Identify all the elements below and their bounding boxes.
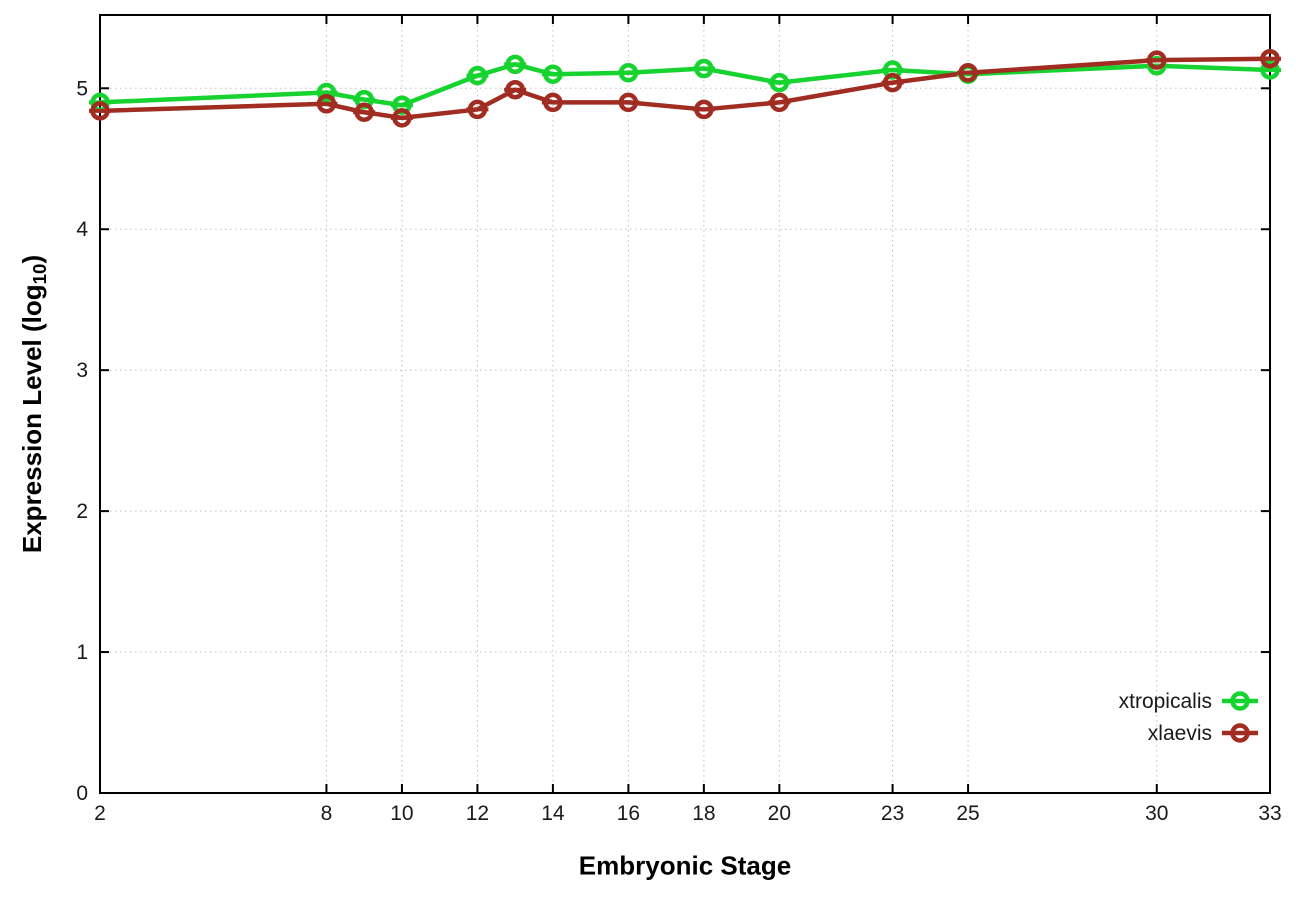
x-tick-label: 2 (94, 802, 106, 825)
marker-xtropicalis (316, 82, 337, 103)
y-axis-title-subscript: 10 (29, 263, 51, 285)
legend-label-xtropicalis: xtropicalis (1119, 690, 1212, 713)
series-line-xtropicalis (97, 62, 1273, 108)
marker-xtropicalis (769, 72, 790, 93)
marker-xtropicalis (354, 89, 374, 110)
legend-label-xlaevis: xlaevis (1148, 722, 1212, 745)
marker-xlaevis (618, 92, 639, 113)
marker-xlaevis (958, 63, 978, 83)
marker-xlaevis (882, 72, 903, 93)
x-tick-label: 8 (321, 802, 333, 825)
marker-xlaevis (769, 92, 790, 113)
x-axis-title: Embryonic Stage (578, 850, 792, 881)
marker-xlaevis (90, 101, 110, 121)
marker-xtropicalis (392, 95, 412, 115)
x-tick-label: 25 (956, 802, 979, 825)
x-tick-label: 14 (541, 802, 565, 825)
marker-xtropicalis (543, 64, 563, 84)
marker-xtropicalis (694, 58, 714, 79)
y-axis-title: Expression Level (log10) (17, 255, 51, 553)
y-tick-label: 1 (76, 641, 88, 664)
x-tick-label: 23 (881, 802, 904, 825)
marker-xlaevis (1147, 50, 1167, 70)
y-tick-label: 5 (76, 77, 88, 100)
marker-xlaevis (392, 108, 412, 128)
x-tick-label: 10 (390, 802, 413, 825)
marker-xlaevis (694, 99, 714, 120)
legend-marker-xtropicalis (1230, 691, 1250, 711)
y-tick-label: 0 (76, 782, 88, 805)
marker-xtropicalis (467, 65, 488, 86)
marker-xtropicalis (882, 60, 903, 80)
marker-xtropicalis (1260, 60, 1280, 80)
marker-xlaevis (1260, 48, 1280, 69)
x-tick-label: 33 (1258, 802, 1281, 825)
y-tick-label: 3 (76, 359, 88, 382)
x-tick-label: 12 (466, 802, 489, 825)
marker-xlaevis (467, 99, 488, 120)
y-tick-label: 2 (76, 500, 88, 523)
y-tick-label: 4 (76, 218, 88, 241)
plot-border (99, 14, 1271, 794)
y-axis-title-text: Expression Level (log (16, 284, 47, 554)
marker-xtropicalis (618, 63, 639, 83)
marker-xlaevis (354, 102, 374, 122)
x-tick-label: 30 (1145, 802, 1168, 825)
marker-xtropicalis (505, 54, 525, 75)
x-tick-label: 20 (768, 802, 791, 825)
marker-xlaevis (316, 94, 337, 114)
marker-xlaevis (505, 79, 525, 100)
x-tick-label: 18 (692, 802, 715, 825)
marker-xlaevis (543, 92, 563, 113)
y-axis-title-close: ) (16, 254, 47, 264)
x-tick-label: 16 (617, 802, 640, 825)
legend-marker-xlaevis (1230, 723, 1250, 743)
